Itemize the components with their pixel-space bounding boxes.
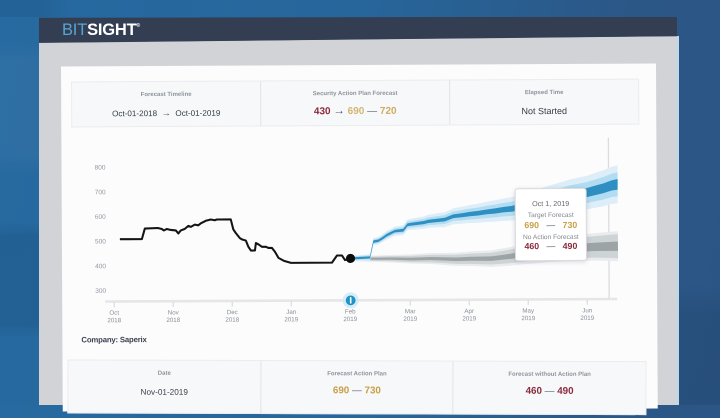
svg-text:Mar: Mar [405, 308, 416, 315]
svg-text:700: 700 [95, 189, 106, 196]
svg-text:800: 800 [95, 164, 106, 171]
svg-text:600: 600 [95, 214, 106, 221]
svg-text:400: 400 [95, 263, 106, 270]
svg-text:2019: 2019 [403, 316, 417, 323]
svg-text:2019: 2019 [343, 316, 357, 323]
svg-text:2019: 2019 [462, 315, 476, 322]
svg-text:Jan: Jan [286, 309, 297, 316]
svg-text:Apr: Apr [464, 308, 474, 315]
svg-text:Jun: Jun [582, 307, 593, 314]
svg-text:2019: 2019 [284, 316, 298, 323]
svg-text:Nov: Nov [168, 309, 180, 316]
svg-text:Dec: Dec [227, 309, 238, 316]
svg-text:Oct: Oct [109, 310, 119, 317]
svg-text:Feb: Feb [345, 309, 356, 316]
svg-text:2019: 2019 [521, 315, 535, 322]
svg-text:2018: 2018 [225, 317, 239, 324]
svg-text:2019: 2019 [580, 315, 594, 322]
svg-text:500: 500 [95, 238, 106, 245]
svg-text:May: May [522, 308, 535, 315]
svg-text:2018: 2018 [107, 317, 121, 324]
svg-text:300: 300 [95, 288, 106, 295]
svg-text:2018: 2018 [166, 317, 180, 324]
